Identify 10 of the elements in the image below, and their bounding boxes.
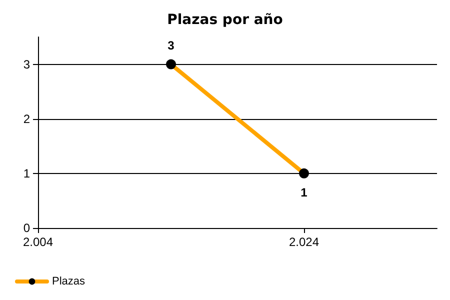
y-tick-label: 2 xyxy=(23,112,30,126)
chart-title: Plazas por año xyxy=(167,12,284,28)
y-tick-label: 3 xyxy=(23,57,30,72)
x-tick-label: 2.004 xyxy=(22,235,54,249)
y-tick-label: 0 xyxy=(23,221,30,235)
x-tick-label: 2.024 xyxy=(288,235,320,249)
data-label: 3 xyxy=(168,38,175,52)
y-tick-label: 1 xyxy=(23,166,30,180)
data-label: 1 xyxy=(300,185,308,200)
legend-label: Plazas xyxy=(52,276,86,288)
